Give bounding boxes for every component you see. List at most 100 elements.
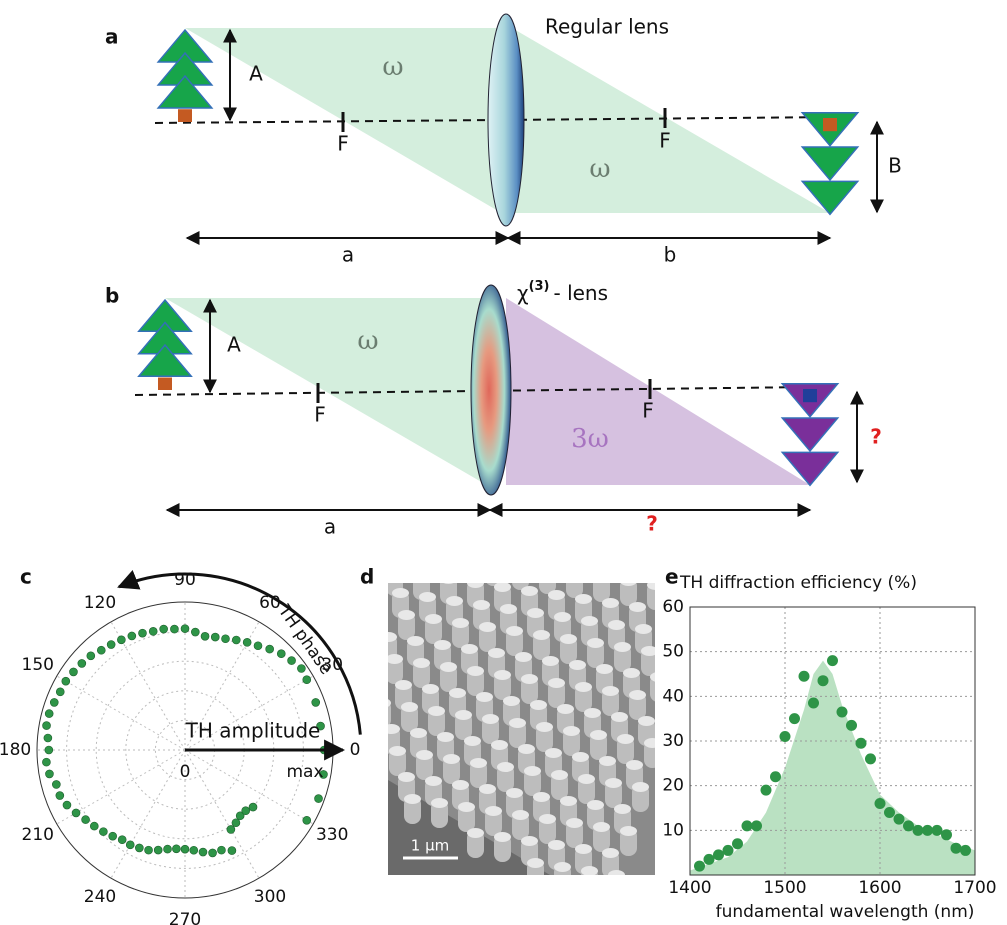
pillar-top bbox=[554, 862, 571, 872]
pillar-top bbox=[629, 690, 646, 700]
pillar-top bbox=[476, 692, 493, 702]
sem-image bbox=[356, 544, 691, 900]
panel-label: b bbox=[105, 284, 119, 308]
chart-title: TH diffraction efficiency (%) bbox=[679, 573, 917, 593]
lens-symbol: χ bbox=[517, 281, 529, 305]
pillar-top bbox=[416, 750, 433, 760]
pillar-top bbox=[581, 866, 598, 876]
data-point bbox=[243, 638, 251, 646]
focus-label: F bbox=[659, 129, 671, 153]
x-tick-label: 1500 bbox=[763, 878, 806, 898]
data-point bbox=[818, 675, 829, 686]
pillar-top bbox=[479, 622, 496, 632]
data-point bbox=[154, 846, 162, 854]
pillar-top bbox=[623, 668, 640, 678]
pillar bbox=[368, 678, 385, 706]
distance-label: a bbox=[324, 515, 336, 539]
pillar-top bbox=[431, 548, 448, 558]
pillar-top bbox=[539, 814, 556, 824]
y-tick-label: 10 bbox=[662, 820, 684, 840]
data-point bbox=[181, 625, 189, 633]
data-point bbox=[126, 841, 134, 849]
beam bbox=[165, 298, 490, 487]
data-point bbox=[52, 780, 60, 788]
lens-label: χ(3)- lens bbox=[517, 279, 608, 305]
pillar-top bbox=[467, 578, 484, 588]
pillar-top bbox=[410, 728, 427, 738]
pillar-top bbox=[419, 592, 436, 602]
grid-spoke bbox=[57, 676, 185, 750]
angle-tick-label: 270 bbox=[169, 910, 201, 925]
pillar-top bbox=[533, 630, 550, 640]
pillar-top bbox=[404, 544, 421, 554]
lens bbox=[471, 285, 511, 495]
pillar-top bbox=[425, 614, 442, 624]
pillar-top bbox=[497, 762, 514, 772]
pillar-top bbox=[440, 662, 457, 672]
pillar-top bbox=[458, 552, 475, 562]
pillar-top bbox=[446, 596, 463, 606]
data-point bbox=[799, 671, 810, 682]
data-point bbox=[856, 738, 867, 749]
pillar-top bbox=[515, 652, 532, 662]
data-point bbox=[277, 650, 285, 658]
data-point bbox=[190, 846, 198, 854]
data-point bbox=[201, 632, 209, 640]
pillar-top bbox=[548, 678, 565, 688]
angle-tick-label: 330 bbox=[316, 825, 348, 845]
pillar-top bbox=[512, 560, 529, 570]
pillar-top bbox=[500, 604, 517, 614]
height-label: ? bbox=[870, 425, 882, 449]
data-point bbox=[45, 746, 53, 754]
pillar-top bbox=[578, 774, 595, 784]
data-point bbox=[211, 633, 219, 641]
height-label: B bbox=[888, 154, 902, 178]
pillar-top bbox=[614, 642, 631, 652]
pillar-top bbox=[392, 588, 409, 598]
pillar-top bbox=[413, 570, 430, 580]
data-point bbox=[951, 843, 962, 854]
data-point bbox=[742, 820, 753, 831]
radial-tick-label: max bbox=[286, 762, 323, 782]
pillar-top bbox=[467, 828, 484, 838]
data-point bbox=[865, 753, 876, 764]
data-point bbox=[232, 636, 240, 644]
y-tick-label: 30 bbox=[662, 731, 684, 751]
panel-label: c bbox=[20, 565, 32, 589]
data-point bbox=[117, 636, 125, 644]
pillar-top bbox=[521, 586, 538, 596]
pillar-top bbox=[620, 576, 637, 586]
data-point bbox=[713, 849, 724, 860]
data-point bbox=[303, 816, 311, 824]
data-point bbox=[913, 825, 924, 836]
data-point bbox=[164, 845, 172, 853]
pillar-top bbox=[437, 732, 454, 742]
data-point bbox=[97, 646, 105, 654]
pillar-top bbox=[536, 722, 553, 732]
data-point bbox=[62, 677, 70, 685]
tree-trunk bbox=[823, 118, 837, 131]
focus-label: F bbox=[337, 132, 349, 156]
pillar-top bbox=[452, 780, 469, 790]
data-point bbox=[45, 770, 53, 778]
data-point bbox=[160, 625, 168, 633]
pillar bbox=[566, 570, 583, 598]
tree-trunk bbox=[178, 109, 192, 122]
data-point bbox=[808, 698, 819, 709]
scale-bar-label: 1 µm bbox=[411, 837, 449, 855]
pillar-top bbox=[599, 756, 616, 766]
data-point bbox=[288, 657, 296, 665]
pillar-top bbox=[530, 700, 547, 710]
pillar-top bbox=[503, 696, 520, 706]
pillar bbox=[539, 566, 556, 594]
pillar-top bbox=[569, 660, 586, 670]
lens-text: - lens bbox=[554, 281, 609, 305]
pillar-top bbox=[395, 680, 412, 690]
data-point bbox=[303, 676, 311, 684]
angle-tick-label: 0 bbox=[350, 740, 361, 760]
pillar-top bbox=[374, 698, 391, 708]
pillar-top bbox=[608, 620, 625, 630]
pillar-top bbox=[626, 760, 643, 770]
radial-tick-label: 0 bbox=[180, 762, 191, 782]
data-point bbox=[135, 844, 143, 852]
